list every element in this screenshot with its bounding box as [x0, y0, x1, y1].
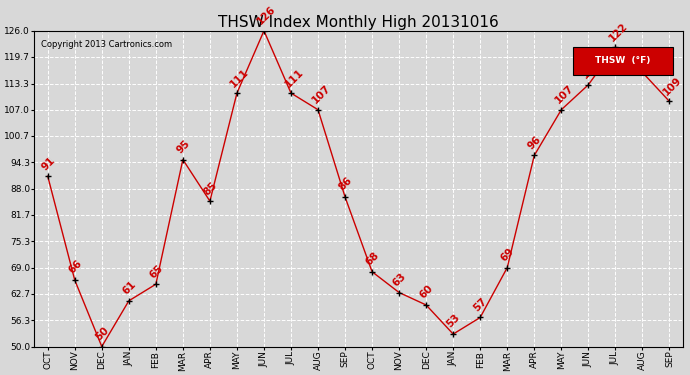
Text: 116: 116 — [634, 46, 656, 68]
Text: 66: 66 — [66, 259, 83, 276]
Text: 63: 63 — [391, 271, 408, 288]
Title: THSW Index Monthly High 20131016: THSW Index Monthly High 20131016 — [218, 15, 499, 30]
Text: 57: 57 — [472, 296, 489, 313]
Text: 91: 91 — [39, 155, 57, 172]
Text: 65: 65 — [148, 263, 165, 280]
Text: 107: 107 — [310, 83, 333, 105]
Text: Copyright 2013 Cartronics.com: Copyright 2013 Cartronics.com — [41, 40, 172, 49]
FancyBboxPatch shape — [573, 46, 673, 75]
Text: 111: 111 — [228, 66, 251, 89]
Text: 86: 86 — [337, 176, 354, 193]
Text: 109: 109 — [661, 75, 684, 97]
Text: 96: 96 — [526, 134, 543, 151]
Text: 122: 122 — [607, 21, 629, 43]
Text: 113: 113 — [580, 58, 602, 81]
Text: 68: 68 — [364, 250, 381, 268]
Text: 107: 107 — [553, 83, 575, 105]
Text: 60: 60 — [418, 284, 435, 301]
Text: 61: 61 — [121, 279, 138, 297]
Text: 50: 50 — [93, 325, 111, 342]
Text: 69: 69 — [499, 246, 516, 263]
Text: THSW  (°F): THSW (°F) — [595, 56, 651, 65]
Text: 111: 111 — [283, 66, 305, 89]
Text: 95: 95 — [175, 138, 192, 155]
Text: 85: 85 — [201, 180, 219, 197]
Text: 126: 126 — [255, 4, 278, 27]
Text: 53: 53 — [445, 313, 462, 330]
